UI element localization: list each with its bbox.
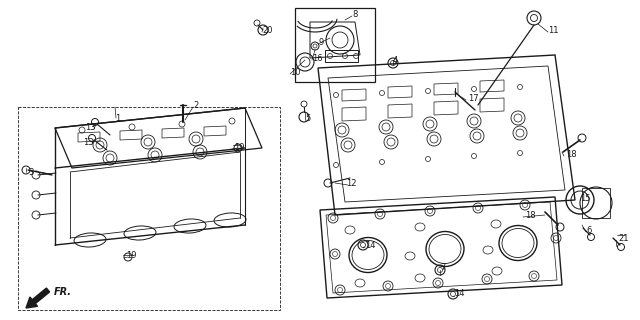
Text: 11: 11 <box>548 26 559 35</box>
Text: 20: 20 <box>262 26 273 35</box>
Text: 14: 14 <box>454 290 465 299</box>
Text: FR.: FR. <box>54 287 72 297</box>
Text: 8: 8 <box>352 10 357 19</box>
Text: 9: 9 <box>318 37 323 46</box>
Text: 7: 7 <box>440 263 445 273</box>
Text: 13: 13 <box>83 138 94 147</box>
Text: 4: 4 <box>393 55 398 65</box>
FancyArrow shape <box>26 288 49 308</box>
Text: 16: 16 <box>312 53 323 62</box>
Text: 3: 3 <box>28 167 33 177</box>
Text: 14: 14 <box>365 241 376 250</box>
Text: 13: 13 <box>85 123 96 132</box>
Text: 12: 12 <box>346 179 356 188</box>
Text: 6: 6 <box>586 226 591 235</box>
Text: 2: 2 <box>193 100 198 109</box>
Text: 5: 5 <box>305 114 310 123</box>
Text: 19: 19 <box>126 252 136 260</box>
Text: 18: 18 <box>566 149 577 158</box>
Text: 19: 19 <box>234 142 244 151</box>
Text: 1: 1 <box>115 114 120 123</box>
Text: 17: 17 <box>468 93 479 102</box>
Text: 18: 18 <box>525 211 536 220</box>
Text: 10: 10 <box>290 68 301 76</box>
Text: 15: 15 <box>580 194 591 203</box>
Text: 21: 21 <box>618 234 628 243</box>
